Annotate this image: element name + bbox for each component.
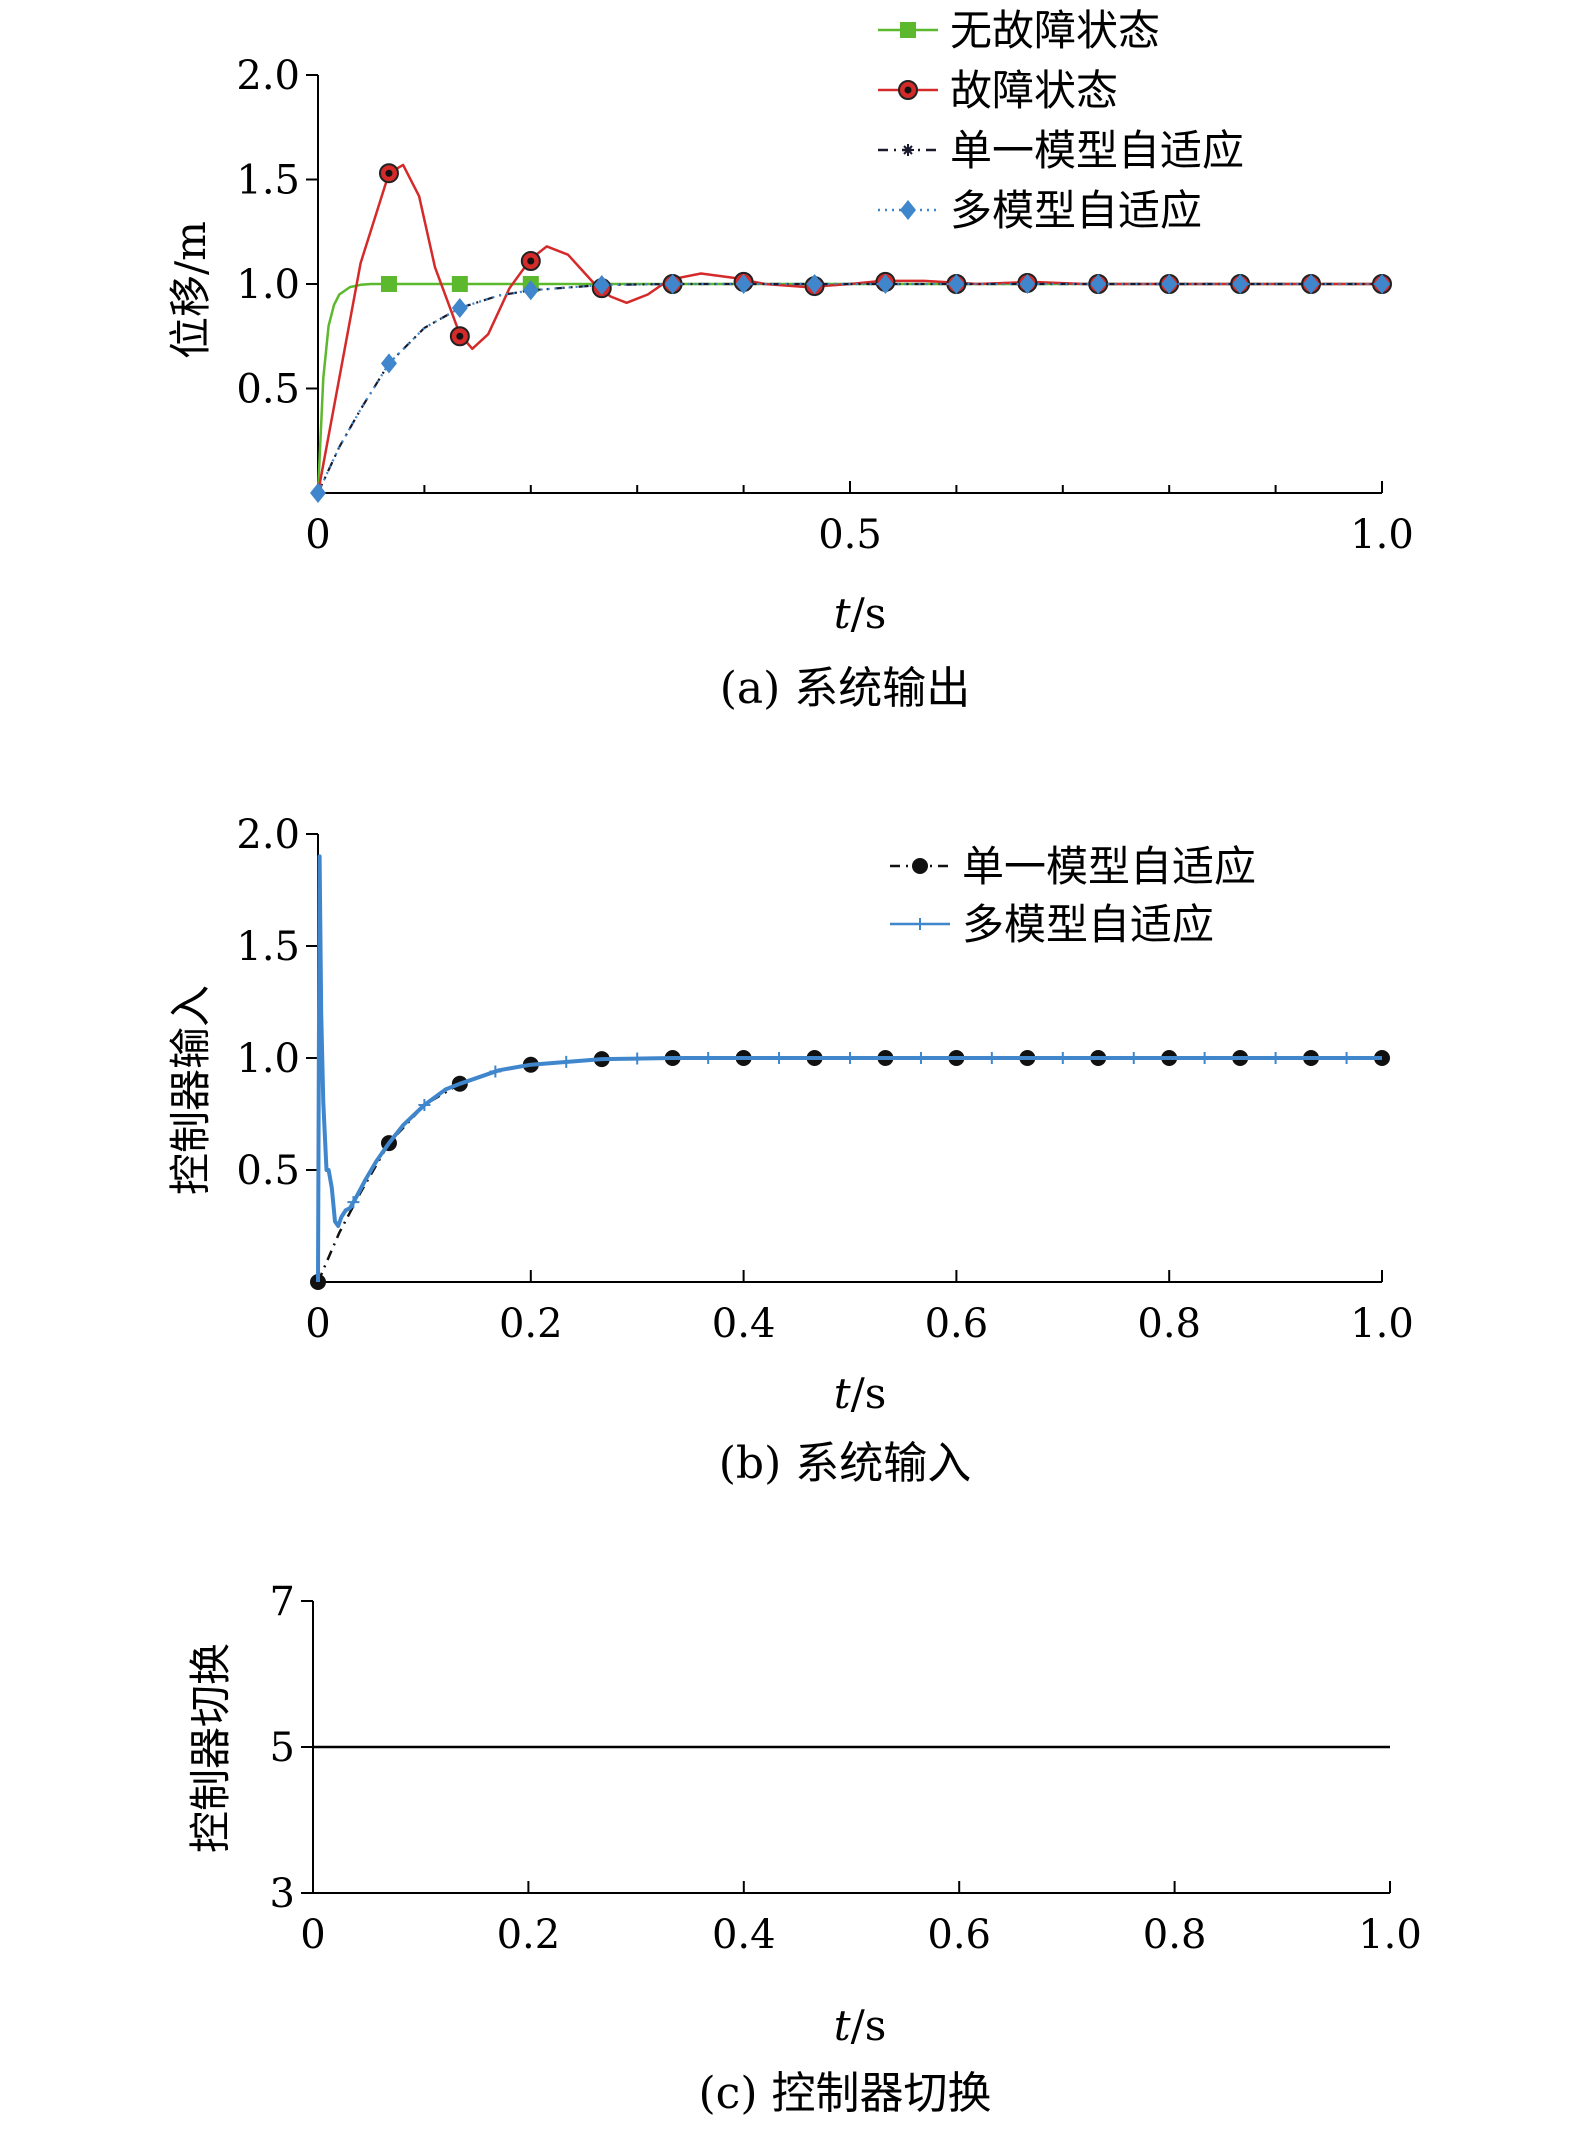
x-tick-label: 0.2 bbox=[499, 1301, 563, 1347]
x-axis-label-c: t/s bbox=[834, 2001, 887, 2050]
series-marker-3 bbox=[1303, 274, 1320, 294]
legend-marker-3 bbox=[900, 200, 916, 220]
series-marker-1-core bbox=[456, 332, 464, 340]
series-marker-1 bbox=[347, 1196, 360, 1209]
plot-area-a: 0 0.5 1.0 0.5 1.0 1.5 2.0 无故障状态故障状态单一模型自适应多模型自适… bbox=[236, 6, 1413, 558]
x-tick-label: 1.0 bbox=[1350, 512, 1414, 558]
legend-marker-1-core bbox=[904, 86, 912, 94]
x-tick-label: 0.6 bbox=[925, 1301, 989, 1347]
y-axis-label-c: 控制器切换 bbox=[186, 1643, 235, 1853]
x-tick-label: 0.8 bbox=[1137, 1301, 1201, 1347]
y-tick-label: 3 bbox=[270, 1871, 295, 1917]
legend-label-1: 故障状态 bbox=[950, 66, 1118, 115]
series-marker-1 bbox=[1340, 1052, 1353, 1064]
x-tick-label: 1.0 bbox=[1358, 1912, 1422, 1958]
series-marker-1-core bbox=[527, 257, 535, 265]
y-axis-label-b: 控制器输入 bbox=[166, 985, 215, 1195]
series-line-2 bbox=[317, 282, 1382, 494]
x-tick-label: 1.0 bbox=[1350, 1301, 1414, 1347]
series-marker-1 bbox=[844, 1052, 856, 1064]
series-marker-3 bbox=[522, 280, 539, 301]
series-marker-1 bbox=[560, 1055, 573, 1068]
legend-label-0: 单一模型自适应 bbox=[962, 842, 1256, 891]
x-tick-label: 0.4 bbox=[712, 1301, 776, 1347]
legend-marker-2 bbox=[902, 144, 914, 156]
series-marker-3 bbox=[806, 274, 823, 294]
series-marker-1 bbox=[1198, 1052, 1211, 1064]
legend-label-0: 无故障状态 bbox=[950, 6, 1160, 55]
legend-label-2: 单一模型自适应 bbox=[950, 126, 1244, 175]
series-marker-1 bbox=[914, 1052, 927, 1064]
series-marker-3 bbox=[1019, 274, 1036, 294]
series-marker-3 bbox=[1232, 274, 1249, 294]
series-line-1 bbox=[316, 854, 1382, 1283]
series-line-0 bbox=[316, 1056, 1382, 1283]
series-marker-1 bbox=[1269, 1052, 1282, 1064]
series-marker-0 bbox=[380, 276, 397, 292]
y-tick-label: 1.0 bbox=[236, 1036, 300, 1082]
series-marker-1 bbox=[1127, 1052, 1140, 1064]
series-marker-3 bbox=[948, 274, 965, 294]
series-marker-1-core bbox=[385, 169, 393, 177]
series-marker-3 bbox=[1161, 274, 1178, 294]
series-marker-3 bbox=[310, 483, 326, 503]
series-marker-1 bbox=[773, 1052, 786, 1064]
x-tick-label: 0.5 bbox=[818, 512, 882, 558]
y-axis-label-a: 位移/m bbox=[166, 221, 215, 359]
x-tick-label: 0.6 bbox=[927, 1912, 991, 1958]
legend-label-1: 多模型自适应 bbox=[962, 900, 1214, 949]
y-tick-label: 2.0 bbox=[236, 812, 300, 858]
series-marker-1 bbox=[418, 1099, 431, 1112]
legend-marker-0 bbox=[900, 22, 916, 38]
series-marker-3 bbox=[1374, 274, 1390, 294]
y-tick-label: 7 bbox=[270, 1579, 295, 1625]
chart-system-input: 0 0.2 0.4 0.6 0.8 1.0 0.5 1.0 1.5 2.0 单一模型自适应多模型自适… bbox=[166, 812, 1414, 1489]
series-marker-1 bbox=[631, 1052, 644, 1065]
chart-controller-switch: 0 0.2 0.4 0.6 0.8 1.0 3 5 7 (c) 控制器切换 t/s 控制器切换 bbox=[186, 1579, 1422, 2119]
series-marker-1 bbox=[702, 1052, 715, 1064]
series-marker-3 bbox=[593, 275, 610, 296]
x-axis-label-a: t/s bbox=[834, 589, 887, 638]
x-tick-label: 0 bbox=[305, 1301, 330, 1347]
series-marker-0 bbox=[451, 276, 468, 292]
y-tick-label: 1.0 bbox=[236, 262, 300, 308]
legend-marker-1 bbox=[914, 918, 926, 930]
x-tick-label: 0 bbox=[305, 512, 330, 558]
series-marker-1 bbox=[1056, 1052, 1069, 1064]
y-tick-label: 2.0 bbox=[236, 53, 300, 99]
x-tick-label: 0.2 bbox=[497, 1912, 561, 1958]
x-tick-label: 0.4 bbox=[712, 1912, 776, 1958]
series-marker-1 bbox=[489, 1065, 502, 1078]
y-tick-label: 0.5 bbox=[236, 367, 300, 413]
series-marker-1 bbox=[985, 1052, 998, 1064]
series-line-3 bbox=[317, 282, 1382, 494]
y-tick-label: 5 bbox=[270, 1725, 295, 1771]
chart-system-output: 0 0.5 1.0 0.5 1.0 1.5 2.0 无故障状态故障状态单一模型自适应多模型自适… bbox=[166, 6, 1414, 714]
legend-label-3: 多模型自适应 bbox=[950, 186, 1202, 235]
plot-area-c: 0 0.2 0.4 0.6 0.8 1.0 3 5 7 bbox=[270, 1579, 1422, 1958]
x-tick-label: 0 bbox=[300, 1912, 325, 1958]
series-marker-3 bbox=[877, 274, 894, 294]
y-tick-label: 1.5 bbox=[236, 924, 300, 970]
series-marker-3 bbox=[380, 353, 397, 374]
legend-marker-0 bbox=[912, 858, 928, 874]
x-tick-label: 0.8 bbox=[1143, 1912, 1207, 1958]
series-marker-3 bbox=[735, 274, 752, 294]
series-line-0 bbox=[316, 282, 1382, 494]
series-marker-3 bbox=[1090, 274, 1107, 294]
y-tick-label: 1.5 bbox=[236, 158, 300, 204]
caption-b: (b) 系统输入 bbox=[719, 1438, 971, 1489]
x-axis-label-b: t/s bbox=[834, 1369, 887, 1418]
y-tick-label: 0.5 bbox=[236, 1148, 300, 1194]
series-line-1 bbox=[316, 163, 1382, 494]
series-marker-3 bbox=[664, 274, 681, 294]
plot-area-b: 0 0.2 0.4 0.6 0.8 1.0 0.5 1.0 1.5 2.0 单一模型自适应多模型自适… bbox=[236, 812, 1413, 1347]
caption-a: (a) 系统输出 bbox=[720, 663, 971, 714]
caption-c: (c) 控制器切换 bbox=[699, 2068, 992, 2119]
series-marker-3 bbox=[451, 298, 468, 319]
